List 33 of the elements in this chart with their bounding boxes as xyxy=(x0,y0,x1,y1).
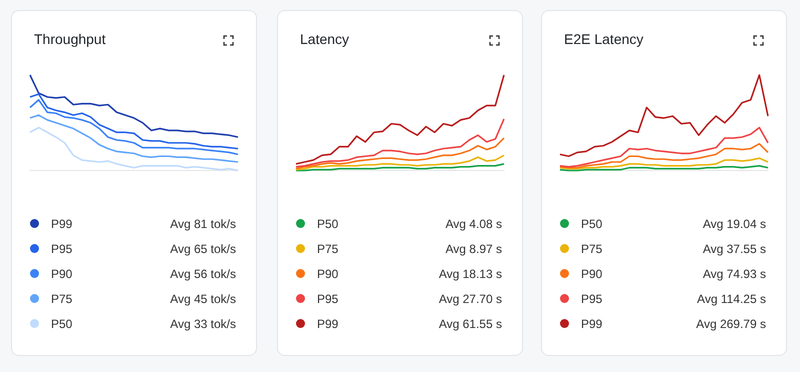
text: Avg 114.25 s xyxy=(697,292,766,306)
legend-label: P75 xyxy=(317,242,340,256)
text: Avg 18.13 s xyxy=(438,266,502,280)
text: Avg 27.70 s xyxy=(438,292,502,306)
legend-label: P99 xyxy=(317,316,340,330)
text: Avg 45 tok/s xyxy=(170,292,236,306)
text: Avg 81 tok/s xyxy=(170,216,236,230)
legend-label: P75 xyxy=(51,292,74,306)
text: Avg 8.97 s xyxy=(446,242,502,256)
legend-label: P50 xyxy=(317,216,340,230)
text: Avg 269.79 s xyxy=(696,316,766,330)
text: Avg 65 tok/s xyxy=(170,242,236,256)
legend-label: P50 xyxy=(51,316,74,330)
legend-label: P50 xyxy=(581,216,604,230)
legend-label: P95 xyxy=(51,242,74,256)
text: Avg 74.93 s xyxy=(702,266,766,280)
legend-label: P95 xyxy=(581,292,604,306)
text: Avg 56 tok/s xyxy=(170,266,236,280)
chart-title: Throughput xyxy=(34,31,106,47)
legend-label: P90 xyxy=(581,266,604,280)
text: Avg 61.55 s xyxy=(438,316,502,330)
legend-label: P90 xyxy=(317,266,340,280)
legend-label: P99 xyxy=(581,316,604,330)
text: Avg 19.04 s xyxy=(702,216,766,230)
chart-title: Latency xyxy=(300,31,350,47)
text: Avg 4.08 s xyxy=(446,216,502,230)
legend-label: P90 xyxy=(51,266,74,280)
text: Avg 37.55 s xyxy=(702,242,766,256)
legend-label: P99 xyxy=(51,216,74,230)
text: Avg 33 tok/s xyxy=(170,316,236,330)
chart-title: E2E Latency xyxy=(564,31,644,47)
legend-label: P75 xyxy=(581,242,604,256)
legend-label: P95 xyxy=(317,292,340,306)
